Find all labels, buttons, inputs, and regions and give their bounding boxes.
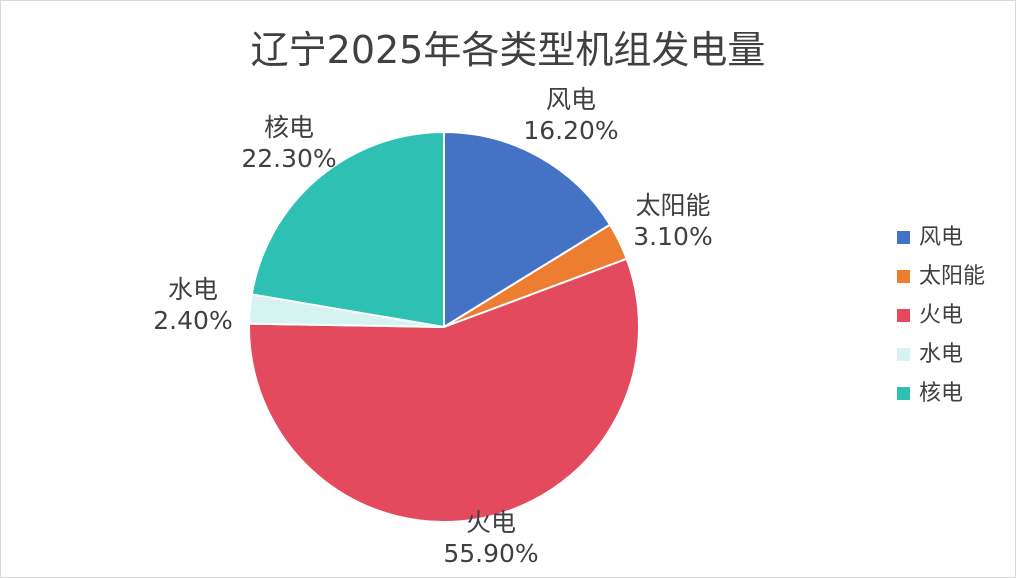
slice-label-category-2: 太阳能 (635, 191, 710, 220)
slice-label-value-2: 3.10% (633, 222, 712, 251)
slice-label-value-5: 22.30% (241, 144, 336, 173)
pie-slice-1 (443, 130, 612, 329)
legend-label-2: 太阳能 (919, 264, 985, 289)
legend-label-4: 水电 (919, 342, 963, 367)
slice-label-category-4: 水电 (168, 275, 218, 304)
pie-slice-5 (250, 130, 445, 329)
pie-slices (248, 130, 641, 523)
legend-swatch-2 (897, 270, 910, 283)
slice-label-category-5: 核电 (264, 113, 314, 142)
pie-slice-3 (248, 257, 641, 523)
legend-swatch-1 (897, 231, 910, 244)
slice-label-value-4: 2.40% (153, 306, 232, 335)
slice-label-value-3: 55.90% (443, 539, 538, 568)
slice-label-category-1: 风电 (546, 85, 596, 114)
legend-label-5: 核电 (919, 381, 963, 406)
legend-label-3: 火电 (919, 303, 963, 328)
chart-title: 辽宁2025年各类型机组发电量 (250, 28, 766, 72)
slice-label-category-3: 火电 (466, 508, 516, 537)
legend-swatch-5 (897, 387, 910, 400)
legend-label-1: 风电 (919, 225, 963, 250)
legend-swatch-3 (897, 309, 910, 322)
legend-swatch-4 (897, 348, 910, 361)
slice-label-value-1: 16.20% (523, 116, 618, 145)
